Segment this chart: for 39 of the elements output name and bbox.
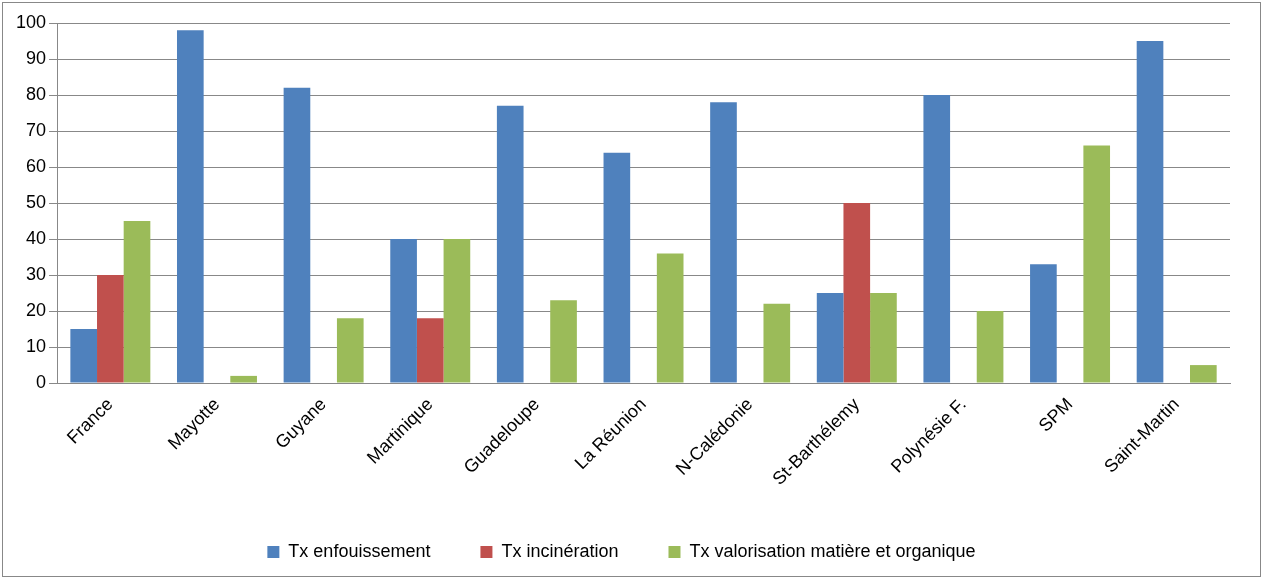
bar: [1030, 264, 1057, 383]
y-tick-label: 20: [26, 300, 47, 321]
y-tick-label: 60: [26, 156, 47, 176]
legend-label: Tx incinération: [501, 540, 619, 561]
y-tick-label: 70: [26, 120, 47, 140]
bar: [656, 253, 684, 383]
bar: [923, 95, 951, 383]
bar: [1136, 41, 1164, 383]
y-tick-label: 50: [26, 192, 47, 213]
bar: [283, 87, 311, 383]
bar: [816, 293, 844, 383]
bar: [870, 293, 897, 383]
y-tick-label: 30: [26, 264, 47, 285]
bar: [390, 239, 417, 383]
bar: [710, 102, 737, 383]
bar: [550, 300, 577, 383]
y-tick-label: 100: [15, 11, 47, 32]
bar: [976, 311, 1004, 383]
bar: [763, 303, 791, 383]
bar: [443, 239, 471, 383]
y-tick-label: 80: [26, 83, 47, 104]
bar: [1190, 365, 1217, 383]
bar: [70, 329, 98, 383]
bar: [230, 375, 257, 383]
y-tick-label: 90: [26, 47, 47, 68]
bar: [416, 318, 444, 383]
legend-label: Tx valorisation matière et organique: [689, 540, 976, 561]
legend-label: Tx enfouissement: [288, 540, 431, 561]
bar: [97, 275, 124, 383]
bar: [123, 221, 151, 383]
y-tick-label: 0: [36, 372, 47, 393]
bar: [177, 30, 204, 383]
bar: [496, 105, 524, 383]
y-tick-label: 40: [26, 228, 47, 249]
bar: [603, 152, 631, 383]
bar: [843, 203, 871, 383]
y-tick-label: 10: [26, 336, 47, 357]
bar: [1083, 145, 1111, 383]
bar: [336, 318, 364, 383]
